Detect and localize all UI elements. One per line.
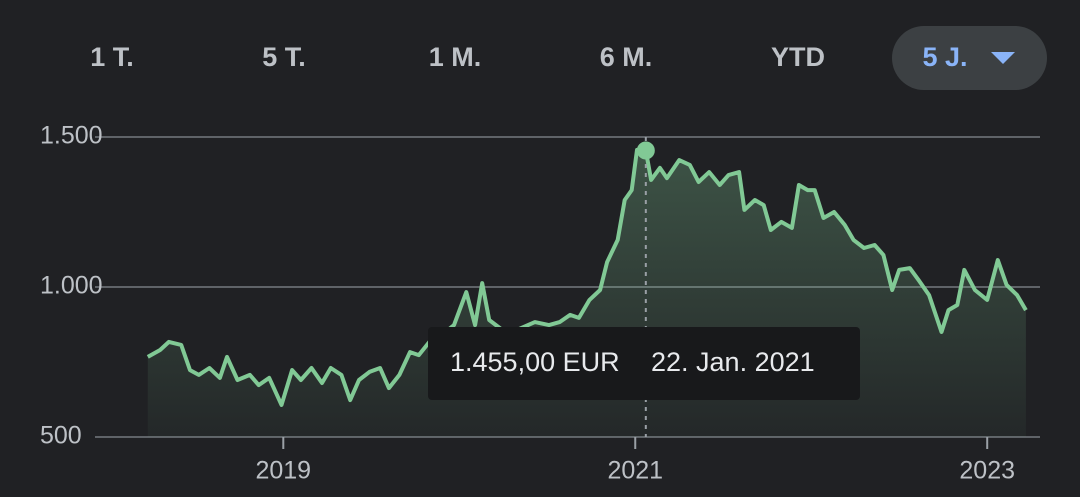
range-tab[interactable]: 1 T. <box>90 42 134 72</box>
tooltip-box <box>428 327 860 400</box>
tooltip-price: 1.455,00 EUR <box>450 347 620 377</box>
range-tab[interactable]: 1 M. <box>429 42 482 72</box>
cursor-dot <box>636 141 655 160</box>
y-tick-label: 500 <box>40 422 82 450</box>
dropdown-arrow[interactable] <box>991 52 1015 64</box>
range-tab[interactable]: YTD <box>771 42 825 72</box>
range-tab[interactable]: 5 T. <box>262 42 306 72</box>
selected-tab-pill[interactable] <box>892 26 1047 90</box>
y-tick-label: 1.500 <box>40 122 103 150</box>
x-tick-label: 2021 <box>607 457 663 485</box>
price-line <box>146 147 1028 407</box>
x-tick-label: 2023 <box>959 457 1015 485</box>
range-tab[interactable]: 6 M. <box>600 42 653 72</box>
tooltip-date: 22. Jan. 2021 <box>651 347 815 377</box>
y-tick-label: 1.000 <box>40 272 103 300</box>
x-tick-label: 2019 <box>255 457 311 485</box>
range-tab[interactable]: 5 J. <box>922 42 967 72</box>
